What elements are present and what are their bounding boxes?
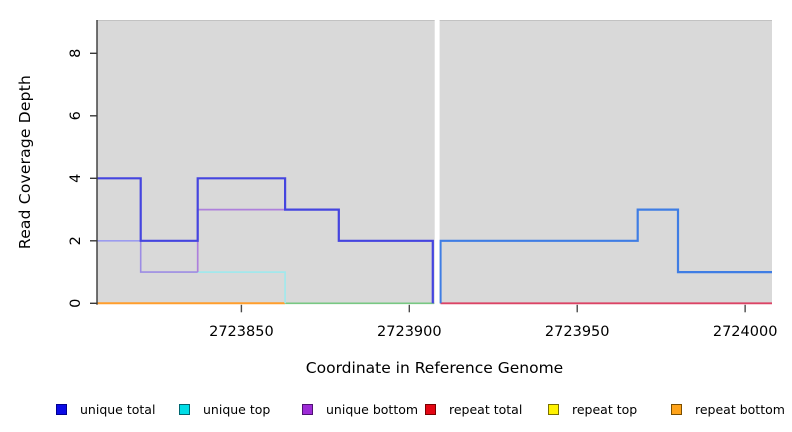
legend-swatch: [548, 403, 559, 415]
legend-label: repeat total: [449, 401, 523, 417]
y-tick-label: 2: [68, 236, 84, 245]
x-tick-label: 2723950: [545, 324, 610, 340]
legend-swatch: [179, 403, 190, 415]
coverage-gap: [434, 19, 440, 305]
legend-swatch: [425, 403, 436, 415]
legend-item-unique-top: unique top: [179, 401, 302, 417]
x-tick-label: 2724000: [713, 324, 778, 340]
total-after-gap-line: [439, 208, 772, 304]
plot-area: [97, 20, 772, 304]
unique-top-bottom-overlap-b-line: [139, 240, 198, 273]
y-axis-title: Read Coverage Depth: [16, 74, 34, 250]
y-tick-label: 0: [68, 299, 84, 308]
legend-swatch: [302, 403, 313, 415]
unique-bottom-line: [196, 208, 434, 304]
legend-item-repeat-bottom: repeat bottom: [671, 401, 792, 417]
unique-top-line: [197, 271, 286, 304]
legend-label: repeat top: [572, 401, 638, 417]
legend-item-repeat-total: repeat total: [425, 401, 548, 417]
legend-swatch: [671, 403, 682, 415]
x-tick-label: 2723850: [209, 324, 274, 340]
y-tick-label: 4: [68, 174, 84, 183]
legend-label: unique bottom: [326, 401, 419, 417]
legend-label: unique top: [203, 401, 271, 417]
y-tick-label: 6: [68, 111, 84, 120]
x-axis-title: Coordinate in Reference Genome: [305, 359, 564, 377]
legend: unique total unique top unique bottom repea…: [56, 401, 792, 417]
unique-total-line: [97, 177, 434, 304]
y-tick-label: 8: [68, 49, 84, 58]
y-axis-title-wrap: Read Coverage Depth: [14, 0, 36, 324]
legend-swatch: [56, 403, 67, 415]
legend-item-unique-bottom: unique bottom: [302, 401, 425, 417]
legend-label: repeat bottom: [695, 401, 785, 417]
legend-item-repeat-top: repeat top: [548, 401, 671, 417]
legend-label: unique total: [80, 401, 156, 417]
legend-item-unique-total: unique total: [56, 401, 179, 417]
x-tick-label: 2723900: [377, 324, 442, 340]
